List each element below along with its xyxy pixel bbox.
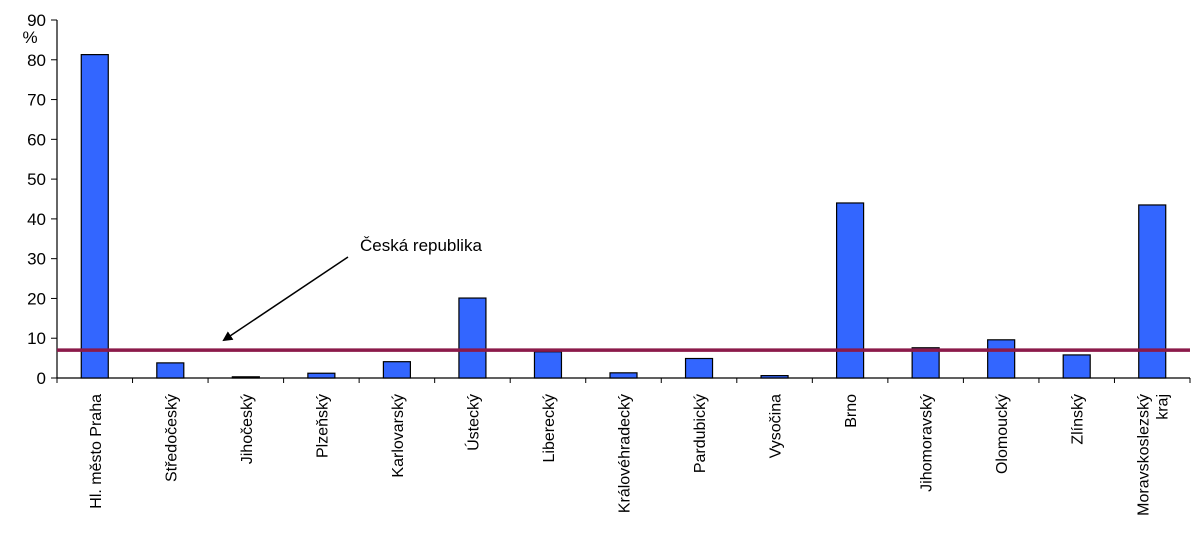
x-category-label-line: Hl. město Praha — [88, 394, 105, 509]
y-tick-label: 90 — [27, 11, 46, 30]
x-category-label-line: Vysočina — [768, 394, 785, 458]
y-tick-label: 70 — [27, 91, 46, 110]
x-category-label: Moravskoslezský kraj — [1136, 394, 1172, 516]
x-category-label: Královéhradecký — [617, 394, 634, 513]
bar — [1138, 204, 1167, 379]
x-category-label: Liberecký — [541, 394, 558, 462]
bar — [533, 351, 563, 379]
x-category-label: Jihočeský — [239, 394, 256, 464]
x-category-label: Středočeský — [163, 394, 180, 482]
annotation-arrow — [222, 256, 349, 342]
y-tick-label: 30 — [27, 250, 46, 269]
x-category-label-line: Olomoucký — [994, 394, 1011, 474]
x-category-label-line: Zlínský — [1070, 394, 1087, 445]
y-tick-label: 0 — [37, 369, 46, 388]
x-category-label-line: Karlovarský — [390, 394, 407, 478]
y-tick-label: 10 — [27, 329, 46, 348]
bar — [231, 376, 260, 379]
x-category-label: Hl. město Praha — [88, 394, 105, 509]
x-category-label: Ústecký — [463, 394, 482, 451]
reference-line-label: Česká republika — [360, 236, 482, 255]
y-tick-label: 50 — [27, 170, 46, 189]
x-category-label: Pardubický — [692, 394, 709, 473]
x-category-label-line: Ústecký — [463, 394, 482, 451]
x-category-label-line: Liberecký — [541, 394, 558, 462]
bar — [760, 375, 789, 379]
y-tick-label: 80 — [27, 51, 46, 70]
x-category-label: Olomoucký — [994, 394, 1011, 474]
x-category-label-line: Královéhradecký — [617, 394, 634, 513]
bar — [609, 372, 638, 379]
bar — [307, 372, 336, 379]
bar — [156, 362, 185, 379]
x-category-label-line: Moravskoslezský — [1136, 394, 1153, 516]
bar — [382, 361, 411, 379]
bar — [911, 347, 940, 379]
x-category-label: Brno — [843, 394, 860, 428]
x-category-label: Vysočina — [768, 394, 785, 458]
y-axis-unit: % — [22, 28, 37, 47]
y-tick-label: 40 — [27, 210, 46, 229]
bar — [80, 54, 109, 379]
bar — [987, 339, 1016, 379]
bar — [1062, 354, 1091, 379]
x-category-label: Plzeňský — [314, 394, 331, 458]
x-category-label-line: Jihočeský — [239, 394, 256, 464]
x-category-label-line: kraj — [1155, 394, 1172, 420]
x-category-label-line: Pardubický — [692, 394, 709, 473]
y-tick-label: 20 — [27, 289, 46, 308]
bar — [458, 297, 487, 379]
x-category-label: Karlovarský — [390, 394, 407, 478]
x-category-label-line: Středočeský — [163, 394, 180, 482]
x-category-label-line: Jihomoravský — [919, 394, 936, 492]
y-tick-label: 60 — [27, 130, 46, 149]
x-category-label-line: Plzeňský — [314, 394, 331, 458]
x-category-label-line: Brno — [843, 394, 860, 428]
x-category-label: Zlínský — [1070, 394, 1087, 445]
x-category-label: Jihomoravský — [919, 394, 936, 492]
bar — [684, 357, 714, 379]
